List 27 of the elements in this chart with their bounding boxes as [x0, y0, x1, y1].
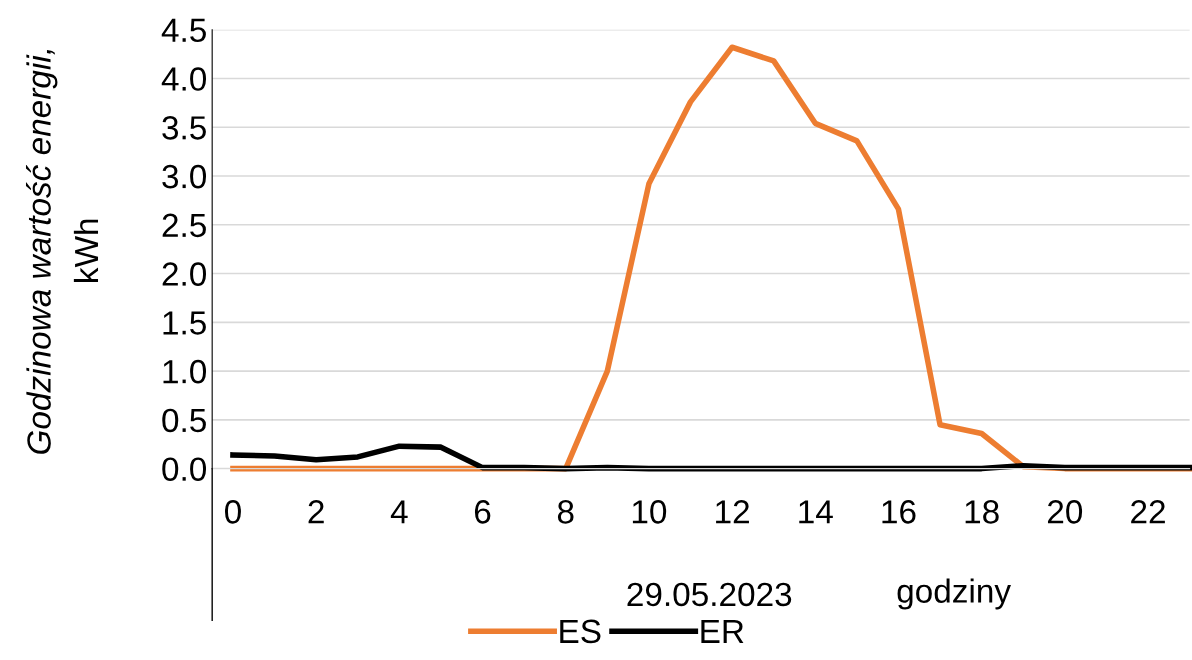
x-tick-label: 10	[632, 500, 667, 524]
y-axis-title: Godzinowa wartość energii, kWh	[25, 49, 99, 454]
y-tick-label: 4.0	[161, 67, 207, 91]
y-tick-label: 2.0	[162, 262, 207, 286]
y-tick-label: 2.5	[162, 213, 206, 238]
y-tick-label: 0.0	[162, 457, 207, 482]
x-tick-label: 18	[965, 500, 999, 524]
legend-label: ER	[701, 619, 744, 643]
legend-label: ES	[560, 619, 601, 644]
x-tick-label: 2	[308, 500, 324, 524]
x-tick-label: 6	[474, 500, 491, 524]
y-tick-label: 3.5	[162, 116, 206, 140]
x-tick-label: 0	[225, 500, 241, 524]
text: 29.05.2023	[627, 582, 792, 607]
x-tick-label: 22	[1131, 500, 1165, 524]
x-tick-label: 8	[557, 500, 574, 524]
y-tick-label: 0.5	[162, 408, 206, 433]
x-tick-label: 20	[1047, 500, 1083, 524]
y-tick-label: 1.0	[163, 359, 207, 384]
x-tick-label: 16	[882, 500, 916, 524]
y-tick-label: 3.0	[162, 164, 207, 189]
x-axis-title: godziny	[897, 578, 1011, 610]
x-tick-label: 4	[390, 500, 408, 524]
y-tick-label: 1.5	[163, 311, 206, 335]
x-tick-label: 14	[799, 500, 833, 524]
y-tick-label: 4.5	[161, 18, 206, 43]
x-tick-label: 12	[716, 500, 749, 524]
